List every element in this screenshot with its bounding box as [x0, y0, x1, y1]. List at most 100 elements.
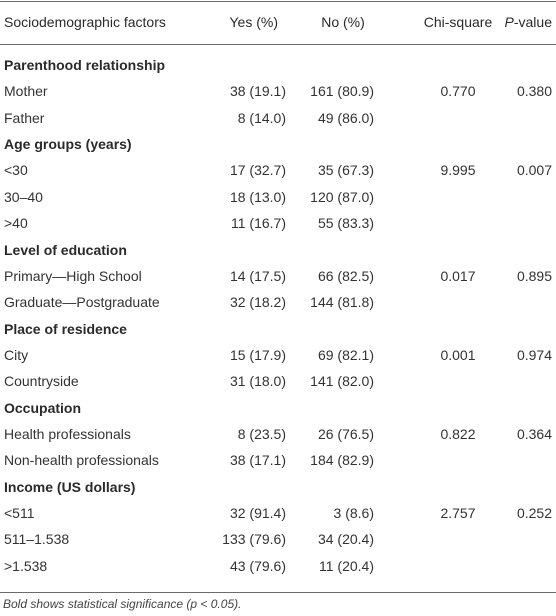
- cell-chi: [422, 553, 494, 580]
- cell-p: [494, 289, 556, 316]
- cell-no: 26 (76.5): [317, 425, 374, 442]
- table-row: Countryside 31 (18.0) 141 (82.0): [0, 368, 556, 395]
- cell-no: 3 (8.6): [333, 504, 374, 521]
- table-row: Primary—High School 14 (17.5) 66 (82.5) 0.0…: [0, 263, 556, 290]
- section-header-row: Place of residence: [0, 316, 556, 342]
- cell-label: City: [4, 346, 29, 363]
- cell-yes: 8 (23.5): [237, 425, 286, 442]
- cell-chi: [422, 526, 494, 553]
- table-row: City 15 (17.9) 69 (82.1) 0.001 0.974: [0, 342, 556, 369]
- cell-no: 55 (83.3): [317, 215, 374, 232]
- table-row: Graduate—Postgraduate 32 (18.2) 144 (81.8): [0, 289, 556, 316]
- cell-chi: 2.757: [440, 504, 476, 521]
- table-row: 511–1.538 133 (79.6) 34 (20.4): [0, 526, 556, 553]
- cell-label: <30: [4, 162, 28, 179]
- cell-label: Non-health professionals: [4, 452, 159, 469]
- cell-yes: 38 (17.1): [229, 452, 286, 469]
- cell-label: Countryside: [4, 373, 79, 390]
- table-row: 30–40 18 (13.0) 120 (87.0): [0, 184, 556, 211]
- cell-no: 34 (20.4): [317, 531, 374, 548]
- cell-yes: 38 (19.1): [229, 83, 286, 100]
- cell-yes: 18 (13.0): [229, 188, 286, 205]
- cell-label: >1.538: [4, 557, 48, 574]
- cell-no: 120 (87.0): [310, 188, 374, 205]
- cell-no: 35 (67.3): [317, 162, 374, 179]
- section-header-row: Occupation: [0, 395, 556, 421]
- cell-label: Father: [4, 109, 45, 126]
- cell-label: <511: [4, 504, 35, 521]
- cell-chi: [422, 184, 494, 211]
- header-no: No (%): [321, 14, 365, 30]
- cell-no: 144 (81.8): [310, 294, 374, 311]
- cell-chi: [422, 105, 494, 132]
- cell-yes: 32 (18.2): [229, 294, 286, 311]
- cell-p: 0.895: [516, 267, 552, 284]
- section-header-row: Parenthood relationship: [0, 52, 556, 78]
- cell-label: >40: [4, 215, 28, 232]
- cell-no: 141 (82.0): [310, 373, 374, 390]
- cell-p: [494, 553, 556, 580]
- cell-no: 11 (20.4): [319, 557, 374, 574]
- cell-chi: 0.001: [440, 346, 476, 363]
- cell-label: Graduate—Postgraduate: [4, 294, 160, 311]
- cell-chi: [422, 447, 494, 474]
- cell-yes: 43 (79.6): [229, 557, 286, 574]
- table-footnote: Bold shows statistical significance (p <…: [3, 597, 242, 611]
- cell-yes: 15 (17.9): [229, 346, 286, 363]
- cell-p: 0.974: [516, 346, 552, 363]
- table-row: <30 17 (32.7) 35 (67.3) 9.995 0.007: [0, 157, 556, 184]
- header-chi-square: Chi-square: [423, 14, 493, 30]
- table-row: Father 8 (14.0) 49 (86.0): [0, 105, 556, 132]
- spacer-row: [0, 44, 556, 52]
- header-p-italic: P: [504, 14, 514, 30]
- cell-p: [494, 105, 556, 132]
- cell-label: 511–1.538: [4, 531, 70, 548]
- cell-chi: [422, 210, 494, 237]
- cell-yes: 11 (16.7): [231, 215, 286, 232]
- cell-yes: 32 (91.4): [229, 504, 286, 521]
- section-title: Place of residence: [4, 320, 127, 337]
- cell-chi: [422, 289, 494, 316]
- cell-p: 0.007: [516, 162, 552, 179]
- cell-label: Primary—High School: [4, 267, 142, 284]
- table-row: Mother 38 (19.1) 161 (80.9) 0.770 0.380: [0, 78, 556, 105]
- section-header-row: Age groups (years): [0, 131, 556, 157]
- cell-no: 184 (82.9): [310, 452, 374, 469]
- table-row: Non-health professionals 38 (17.1) 184 (82…: [0, 447, 556, 474]
- header-factors: Sociodemographic factors: [4, 14, 166, 30]
- cell-chi: 9.995: [440, 162, 476, 179]
- table-body: Parenthood relationship Mother 38 (19.1) 16…: [0, 44, 556, 579]
- table-row: >1.538 43 (79.6) 11 (20.4): [0, 553, 556, 580]
- table-row: Health professionals 8 (23.5) 26 (76.5) 0.8…: [0, 421, 556, 448]
- cell-p: [494, 210, 556, 237]
- cell-label: Mother: [4, 83, 48, 100]
- cell-p: [494, 447, 556, 474]
- cell-chi: 0.017: [440, 267, 476, 284]
- cell-label: 30–40: [4, 188, 43, 205]
- cell-p: 0.380: [516, 83, 552, 100]
- section-title: Income (US dollars): [4, 478, 136, 495]
- header-yes: Yes (%): [229, 14, 278, 30]
- header-p-value: P-value: [494, 0, 556, 44]
- cell-chi: 0.770: [440, 83, 476, 100]
- table-header-row: Sociodemographic factors Yes (%) No (%) …: [0, 0, 556, 44]
- header-rule: [0, 44, 556, 45]
- header-p-rest: -value: [513, 14, 552, 30]
- top-rule: [0, 1, 556, 2]
- section-title: Occupation: [4, 399, 82, 416]
- section-title: Level of education: [4, 241, 127, 258]
- cell-yes: 133 (79.6): [222, 531, 286, 548]
- sociodemographic-table: Sociodemographic factors Yes (%) No (%) …: [0, 0, 556, 579]
- section-header-row: Level of education: [0, 237, 556, 263]
- cell-chi: [422, 368, 494, 395]
- section-title: Age groups (years): [4, 136, 132, 152]
- cell-yes: 17 (32.7): [229, 162, 286, 179]
- table-row: >40 11 (16.7) 55 (83.3): [0, 210, 556, 237]
- section-title: Parenthood relationship: [4, 57, 166, 73]
- bottom-rule: [0, 592, 556, 593]
- cell-p: [494, 368, 556, 395]
- cell-p: [494, 526, 556, 553]
- cell-chi: 0.822: [440, 425, 476, 442]
- cell-no: 69 (82.1): [317, 346, 374, 363]
